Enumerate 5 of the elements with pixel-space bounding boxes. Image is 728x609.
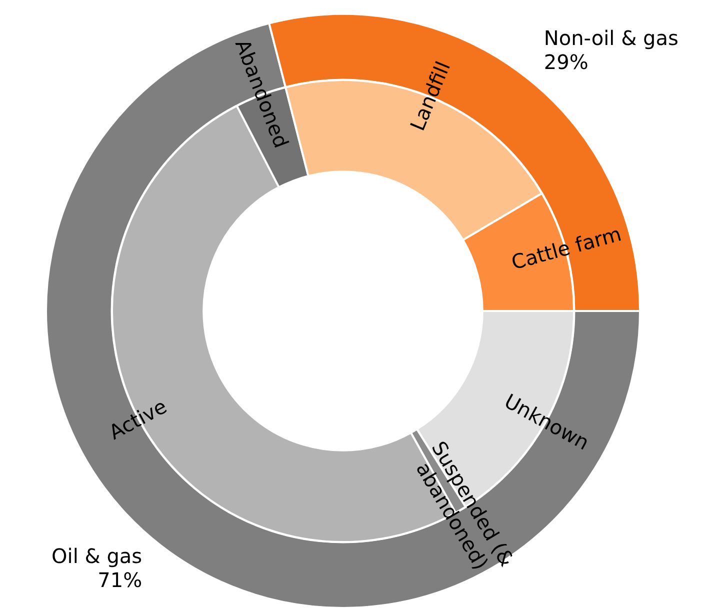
slice-label: Oil & gas [52, 544, 142, 568]
data-label: 29% [544, 50, 588, 74]
data-label: 71% [98, 568, 142, 592]
slice-label: Cattle farm [508, 222, 624, 275]
slice-label: Non-oil & gas [544, 26, 678, 50]
